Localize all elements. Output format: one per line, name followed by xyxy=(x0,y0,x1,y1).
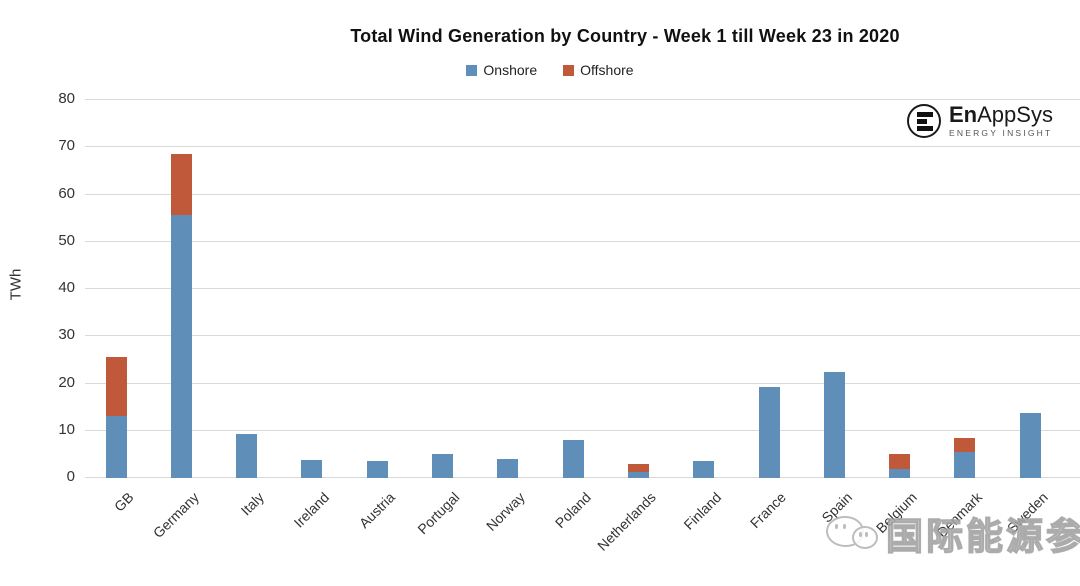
bar-onshore-France xyxy=(758,387,780,478)
enappsys-logo-text: EnAppSys ENERGY INSIGHT xyxy=(949,102,1053,139)
x-label-spain: Spain xyxy=(817,489,855,526)
y-tick-70: 70 xyxy=(58,137,75,155)
bar-onshore-GB xyxy=(105,415,127,478)
plot-area xyxy=(85,99,1080,478)
bar-offshore-Belgium xyxy=(889,454,911,469)
y-tick-60: 60 xyxy=(58,184,75,202)
gridline-50 xyxy=(85,240,1080,242)
bar-onshore-Germany xyxy=(170,214,192,478)
enappsys-logo: EnAppSys ENERGY INSIGHT xyxy=(903,102,1057,140)
logo-brand-bold: En xyxy=(949,102,978,127)
x-label-germany: Germany xyxy=(149,489,202,542)
bar-onshore-Portugal xyxy=(432,453,453,478)
bar-onshore-Austria xyxy=(366,460,388,478)
x-label-portugal: Portugal xyxy=(414,489,463,538)
bar-onshore-Finland xyxy=(693,461,715,478)
gridline-80 xyxy=(85,99,1080,100)
bar-onshore-Belgium xyxy=(889,468,911,478)
x-label-sweden: Sweden xyxy=(1003,489,1051,537)
watermark-text: 国际能源参考 xyxy=(885,515,1080,557)
gridline-20 xyxy=(85,382,1080,384)
bar-onshore-Denmark xyxy=(954,452,976,478)
x-label-belgium: Belgium xyxy=(872,489,920,537)
gridline-10 xyxy=(85,429,1080,431)
legend-item-offshore: Offshore xyxy=(563,62,634,78)
legend-swatch-onshore xyxy=(466,64,478,76)
legend-swatch-offshore xyxy=(563,64,575,76)
enappsys-logo-icon xyxy=(907,104,941,138)
bar-onshore-Spain xyxy=(823,371,845,478)
x-label-france: France xyxy=(747,489,790,532)
bar-offshore-Netherlands xyxy=(627,463,649,473)
chart-legend: Onshore Offshore xyxy=(390,62,710,78)
x-label-finland: Finland xyxy=(680,489,725,533)
y-tick-10: 10 xyxy=(58,420,75,438)
y-tick-50: 50 xyxy=(58,231,75,249)
gridline-70 xyxy=(85,146,1080,148)
x-label-gb: GB xyxy=(110,489,137,515)
legend-label: Onshore xyxy=(483,62,538,78)
gridline-30 xyxy=(85,335,1080,337)
y-tick-40: 40 xyxy=(58,279,75,296)
bar-onshore-Norway xyxy=(497,458,519,478)
bar-offshore-GB xyxy=(105,357,127,416)
bar-onshore-Poland xyxy=(562,440,584,478)
logo-tagline: ENERGY INSIGHT xyxy=(949,128,1053,138)
bar-onshore-Netherlands xyxy=(627,472,649,478)
bar-onshore-Sweden xyxy=(1019,413,1041,478)
x-label-ireland: Ireland xyxy=(290,489,333,531)
bar-onshore-Ireland xyxy=(301,459,323,478)
x-label-norway: Norway xyxy=(483,489,529,534)
gridline-60 xyxy=(85,193,1080,195)
legend-label: Offshore xyxy=(580,62,634,78)
bar-onshore-Italy xyxy=(236,433,258,478)
chart-title: Total Wind Generation by Country - Week … xyxy=(350,26,900,46)
gridline-40 xyxy=(85,288,1080,289)
bar-offshore-Denmark xyxy=(954,438,976,453)
x-label-poland: Poland xyxy=(551,489,594,532)
y-tick-80: 80 xyxy=(58,90,75,107)
legend-item-onshore: Onshore xyxy=(466,62,537,78)
y-tick-30: 30 xyxy=(58,326,75,344)
x-label-denmark: Denmark xyxy=(933,489,986,541)
x-label-italy: Italy xyxy=(237,489,267,519)
x-label-netherlands: Netherlands xyxy=(594,489,659,554)
x-label-austria: Austria xyxy=(355,489,398,532)
bar-offshore-Germany xyxy=(170,153,192,215)
y-tick-0: 0 xyxy=(66,468,75,485)
y-tick-20: 20 xyxy=(58,373,75,391)
logo-brand-rest: AppSys xyxy=(977,102,1053,127)
